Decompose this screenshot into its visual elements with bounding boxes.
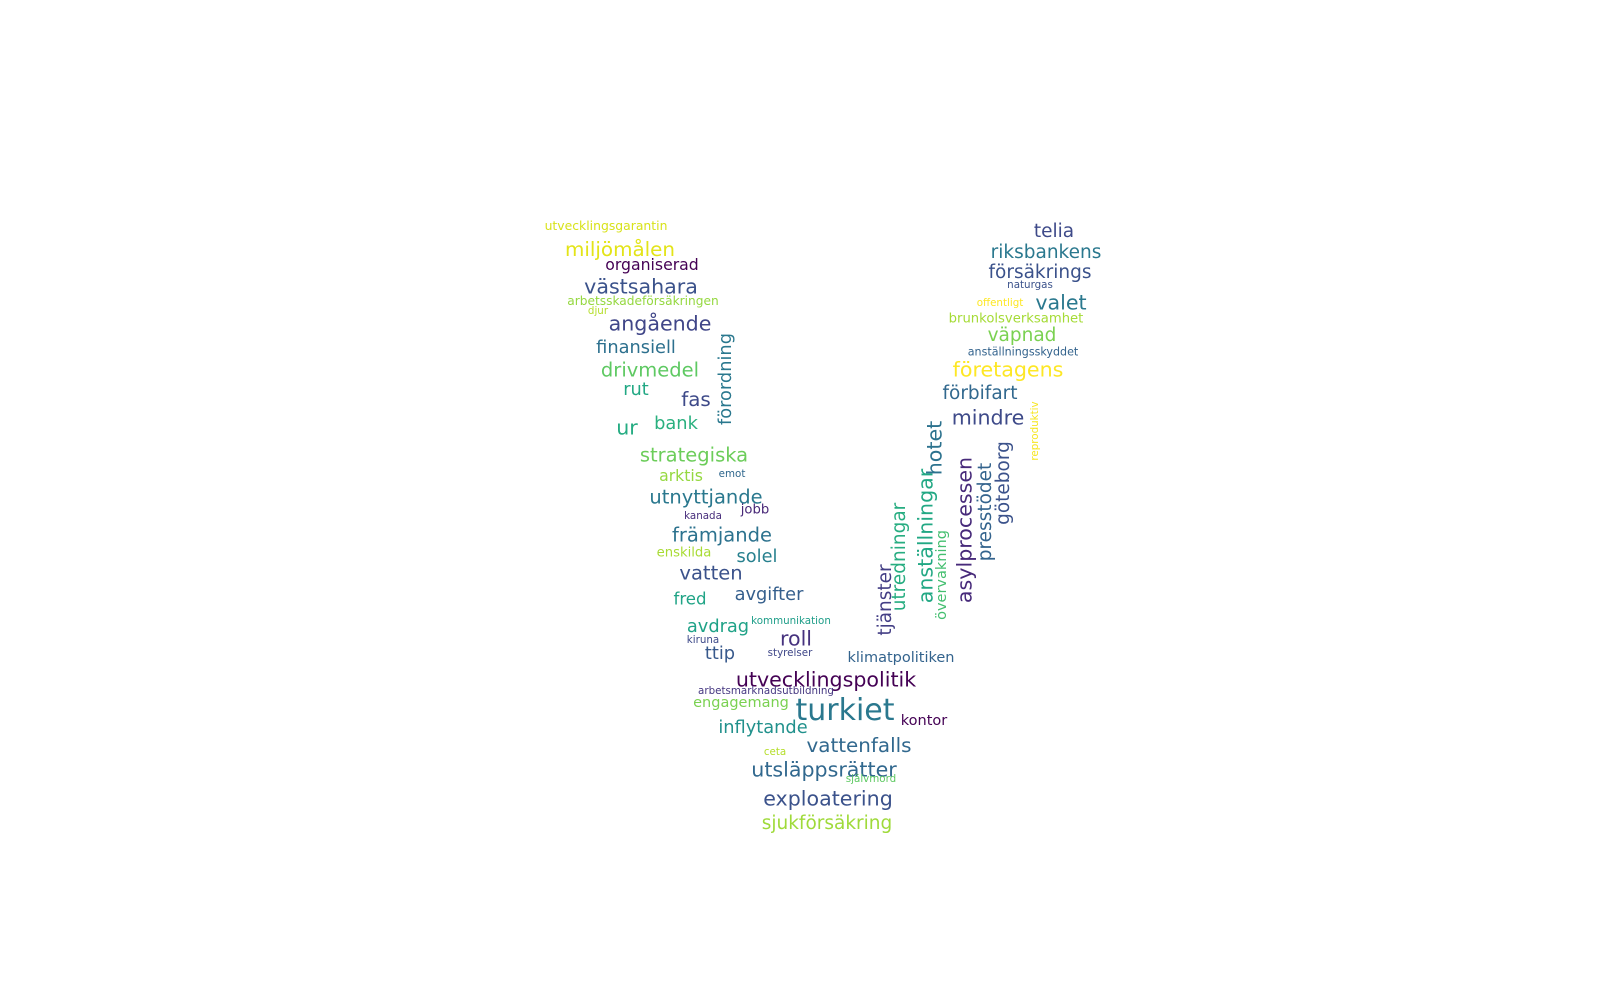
cloud-word: ceta [763,745,787,758]
cloud-word: självmord [845,772,897,785]
cloud-word: fas [681,388,711,412]
cloud-word: angående [608,311,712,336]
cloud-word: kommunikation [751,614,831,627]
cloud-word: styrelser [767,646,813,659]
cloud-word: arktis [659,466,703,486]
cloud-word: brunkolsverksamhet [948,311,1084,327]
cloud-word: solel [736,546,778,568]
cloud-word: reproduktiv [1028,401,1041,461]
cloud-word: utnyttjande [649,485,763,509]
cloud-word: emot [718,467,746,480]
cloud-word: avdrag [686,616,750,638]
cloud-word: förbifart [942,382,1018,404]
cloud-word: utvecklingsgarantin [544,217,668,233]
cloud-word: övervakning [933,530,950,620]
cloud-word: finansiell [596,337,676,359]
cloud-word: förordning [715,333,737,425]
cloud-word: arbetsmarknadsutbildning [698,684,834,697]
cloud-word: vatten [679,561,743,585]
cloud-word: mindre [951,405,1025,430]
cloud-word: riksbankens [990,241,1102,263]
cloud-word: turkiet [795,693,895,728]
cloud-word: jobb [740,502,770,518]
cloud-word: arbetsskadeförsäkringen [567,293,719,308]
cloud-word: kontor [900,712,948,729]
cloud-word: offentligt [976,296,1024,309]
cloud-word: djur [587,304,609,317]
cloud-word: tjänster [874,564,896,636]
cloud-word: ur [616,415,638,440]
cloud-word: valet [1035,290,1087,315]
cloud-word: roll [779,626,813,651]
cloud-word: asylprocessen [952,456,977,604]
cloud-word: avgifter [734,584,804,606]
cloud-word: fred [673,589,707,609]
cloud-word: väpnad [987,324,1057,346]
cloud-word: göteborg [992,441,1014,525]
cloud-word: kiruna [686,633,720,646]
cloud-word: försäkrings [988,261,1092,283]
cloud-word: engagemang [693,694,789,711]
cloud-word: enskilda [656,545,712,561]
cloud-word: utsläppsrätter [751,757,897,782]
cloud-word: rut [623,379,649,401]
cloud-word: sjukförsäkring [761,812,893,834]
cloud-word: kanada [684,509,722,522]
cloud-word: västsahara [584,274,698,299]
cloud-word: utvecklingspolitik [735,667,917,692]
cloud-word: miljömålen [564,238,676,262]
cloud-word: inflytande [718,717,808,739]
cloud-word: anställningsskyddet [967,345,1079,359]
cloud-word: bank [654,413,698,435]
cloud-word: klimatpolitiken [847,649,955,666]
cloud-word: vattenfalls [806,734,912,758]
cloud-word: strategiska [639,443,749,467]
cloud-word: telia [1033,220,1075,242]
cloud-word: hotet [922,420,947,476]
cloud-word: organiserad [605,255,699,275]
cloud-word: främjande [672,523,772,547]
cloud-word: presstödet [974,462,996,562]
cloud-word: naturgas [1007,278,1053,291]
cloud-word: drivmedel [600,358,700,382]
cloud-word: företagens [952,357,1064,382]
cloud-word: ttip [704,643,736,665]
cloud-word: exploatering [763,786,893,811]
